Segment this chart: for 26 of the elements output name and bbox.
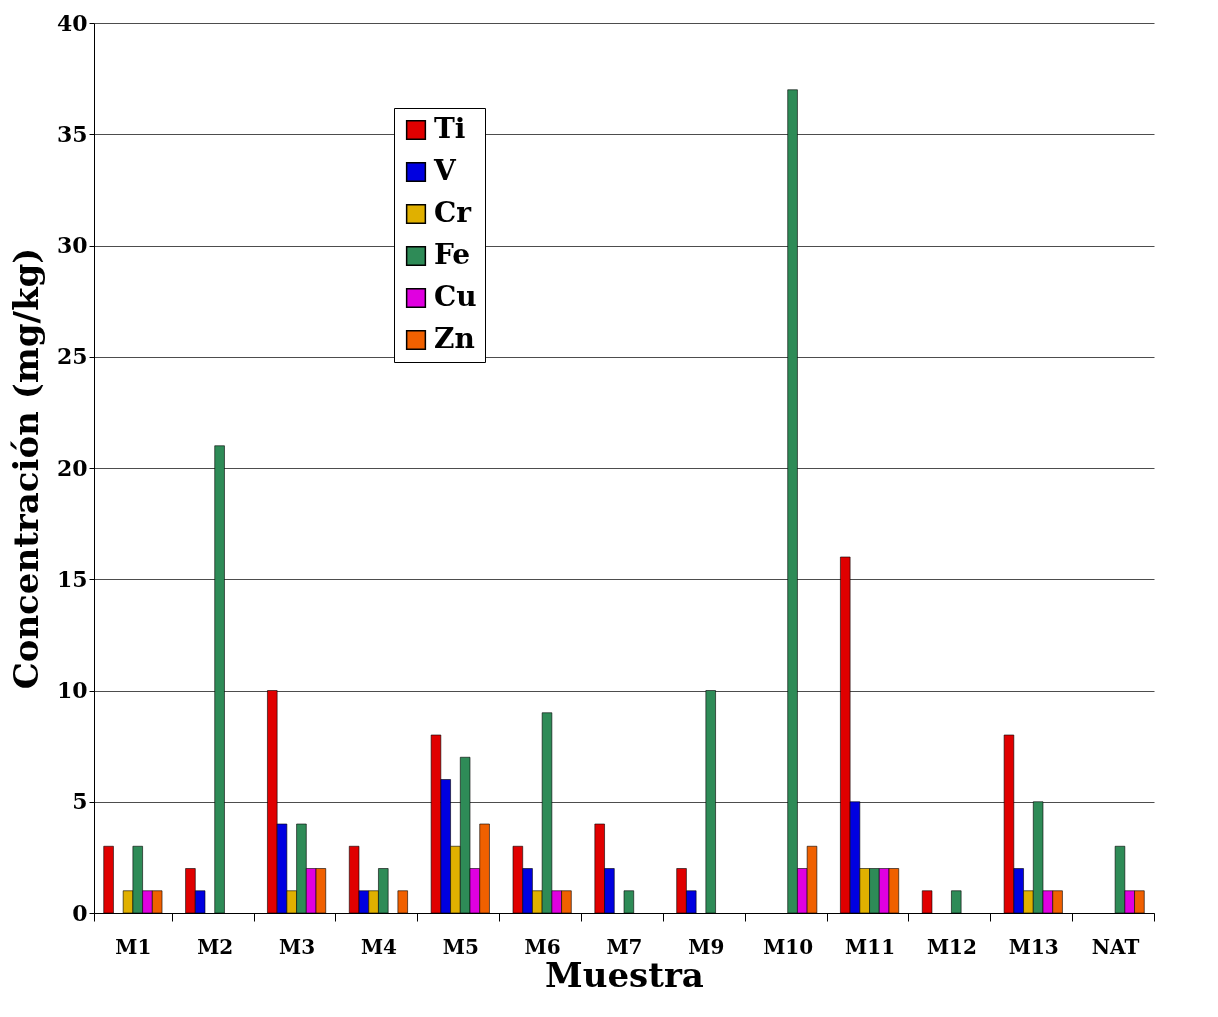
y-tick-label: 25 bbox=[56, 343, 88, 370]
x-tick-label: M12 bbox=[926, 934, 977, 959]
legend-label: V bbox=[433, 154, 457, 187]
legend-label: Ti bbox=[434, 112, 466, 145]
x-tick-label: M10 bbox=[763, 934, 814, 959]
y-axis-title: Concentración (mg/kg) bbox=[5, 247, 46, 690]
y-tick-label: 30 bbox=[56, 232, 88, 258]
y-tick-label: 10 bbox=[56, 677, 88, 703]
x-tick-label: M4 bbox=[360, 934, 398, 959]
legend-label: Fe bbox=[434, 238, 471, 271]
x-tick-label: M2 bbox=[197, 934, 234, 959]
legend-label: Cu bbox=[434, 280, 477, 313]
y-tick-label: 40 bbox=[56, 9, 88, 36]
y-tick-label: 20 bbox=[56, 454, 88, 481]
legend-label: Cr bbox=[434, 196, 473, 229]
y-tick-label: 15 bbox=[56, 565, 88, 592]
x-tick-label: M13 bbox=[1008, 934, 1059, 959]
x-tick-label: M5 bbox=[442, 934, 479, 959]
y-tick-label: 0 bbox=[72, 899, 88, 926]
x-tick-label: M1 bbox=[115, 934, 152, 959]
y-tick-label: 35 bbox=[56, 120, 88, 147]
legend-label: Zn bbox=[434, 322, 475, 355]
x-tick-label: M11 bbox=[845, 934, 896, 959]
x-tick-label: M3 bbox=[279, 934, 316, 959]
y-tick-label: 5 bbox=[72, 788, 88, 815]
x-tick-label: NAT bbox=[1091, 934, 1140, 959]
